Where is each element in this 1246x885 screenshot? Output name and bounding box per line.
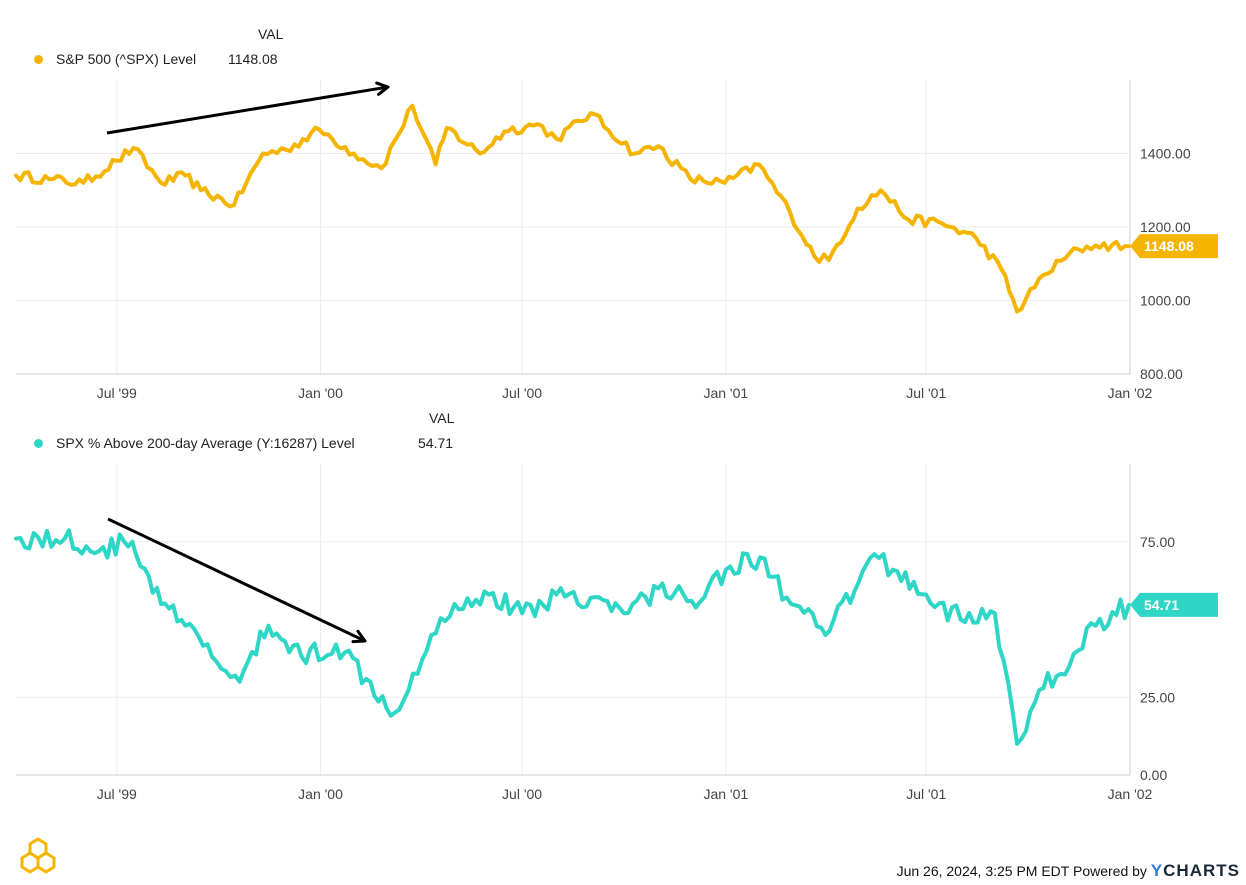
sp500-chart-panel: 800.00 1000.00 1200.00 1400.00 Jul '99 Jan '0… (14, 80, 1218, 401)
current-value-tag (1130, 592, 1218, 617)
footer-powered-by: Powered by (1072, 863, 1147, 879)
val-column-header: VAL (429, 410, 455, 426)
annotation-arrowhead (351, 629, 367, 644)
current-value-tag-label: 1148.08 (1144, 238, 1194, 254)
x-tick-label: Jan '02 (1108, 786, 1153, 802)
annotation-arrow (107, 517, 366, 643)
y-tick-label: 0.00 (1140, 767, 1167, 783)
sp500-legend-dot (34, 55, 43, 64)
legend-panel1: VAL S&P 500 (^SPX) Level 1148.08 (0, 0, 600, 80)
x-tick-label: Jul '99 (97, 385, 137, 401)
x-tick-label: Jan '01 (703, 786, 748, 802)
legend-series-name: S&P 500 (^SPX) Level (56, 51, 197, 67)
x-tick-label: Jan '00 (298, 786, 343, 802)
ycharts-brand[interactable]: YCHARTS (1150, 861, 1240, 880)
series-line (14, 103, 1131, 314)
legend-series-value: 1148.08 (228, 51, 278, 67)
spx-above-legend-dot (34, 439, 43, 448)
legend-series-value: 54.71 (418, 435, 454, 451)
annotation-arrowhead (375, 81, 390, 96)
y-tick-label: 1000.00 (1140, 293, 1191, 309)
current-value-tag (1130, 234, 1218, 259)
val-column-header: VAL (258, 26, 284, 42)
footer-attribution: Jun 26, 2024, 3:25 PM EDT Powered by YCH… (897, 861, 1240, 881)
ycharts-logo-icon (20, 837, 56, 874)
x-tick-label: Jul '01 (906, 786, 946, 802)
x-tick-label: Jul '99 (97, 786, 137, 802)
spx-above-200-chart-panel: 0.00 25.00 75.00 Jul '99 Jan '00 Jul '00 Jan '… (14, 464, 1218, 802)
x-tick-label: Jul '00 (502, 786, 542, 802)
y-tick-label: 75.00 (1140, 534, 1175, 550)
x-tick-label: Jan '00 (298, 385, 343, 401)
x-tick-label: Jul '00 (502, 385, 542, 401)
legend-panel2: VAL SPX % Above 200-day Average (Y:16287… (0, 400, 600, 460)
series-line (14, 528, 1131, 746)
y-tick-label: 1200.00 (1140, 219, 1191, 235)
x-tick-label: Jul '01 (906, 385, 946, 401)
x-tick-label: Jan '02 (1108, 385, 1153, 401)
y-tick-label: 25.00 (1140, 689, 1175, 705)
footer-timestamp: Jun 26, 2024, 3:25 PM EDT (896, 863, 1070, 879)
legend-series-name: SPX % Above 200-day Average (Y:16287) Le… (56, 435, 355, 451)
annotation-arrow (106, 85, 389, 135)
x-tick-label: Jan '01 (703, 385, 748, 401)
y-tick-label: 800.00 (1140, 366, 1183, 382)
current-value-tag-label: 54.71 (1144, 597, 1179, 613)
y-tick-label: 1400.00 (1140, 146, 1191, 162)
